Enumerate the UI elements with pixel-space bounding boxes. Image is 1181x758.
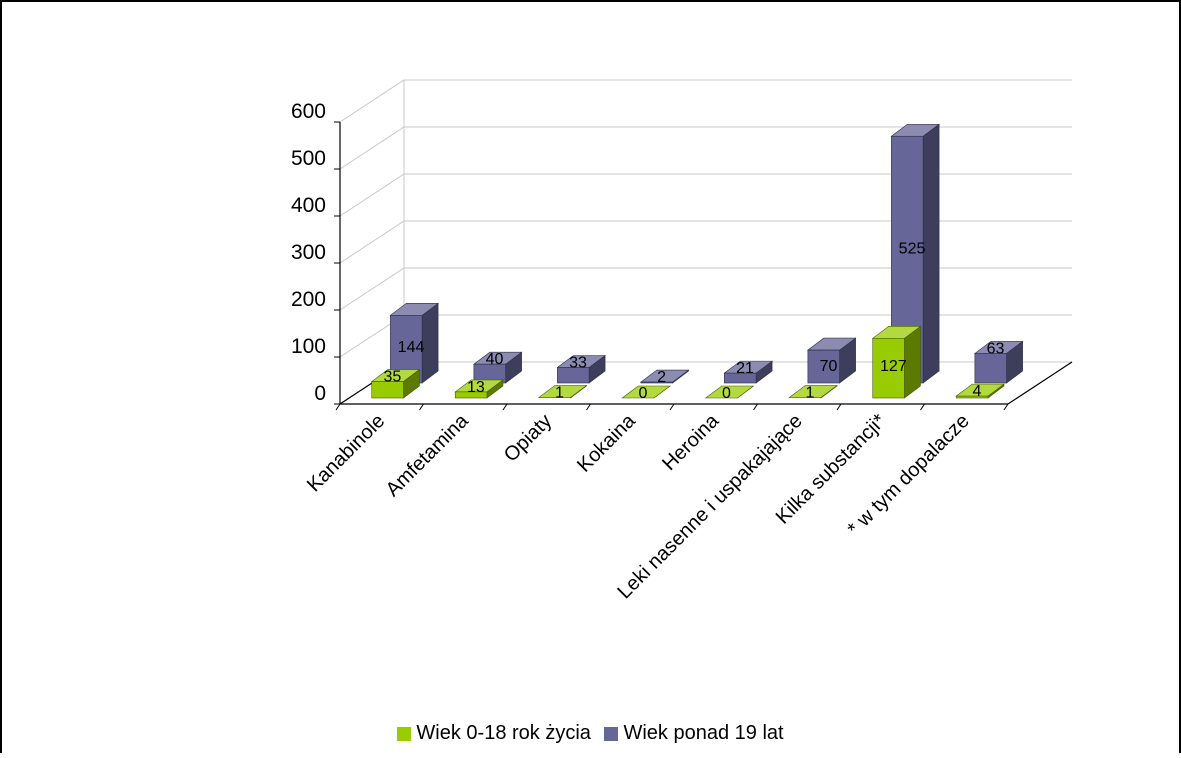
category-label: Kokaina — [573, 409, 640, 476]
bar-adult: 2 — [639, 369, 690, 386]
bar-young-top — [788, 385, 838, 398]
bar-adult: 21 — [723, 360, 773, 384]
gridline — [339, 126, 1072, 170]
data-label: 144 — [398, 339, 425, 356]
floor-right-edge — [1007, 361, 1073, 405]
data-label: 40 — [486, 351, 504, 368]
bar-young-front — [371, 381, 404, 399]
legend-swatch-young — [397, 726, 412, 741]
gridline — [339, 267, 1072, 311]
bar-young-front — [454, 391, 488, 399]
y-tick-label: 200 — [291, 288, 326, 311]
bar-adult-front — [640, 381, 673, 384]
bar-young: 0 — [621, 385, 671, 402]
gridline — [339, 79, 1072, 123]
bar-adult: 33 — [556, 354, 606, 384]
data-label: 21 — [736, 360, 754, 377]
x-tick-mark — [586, 403, 591, 411]
x-tick-mark — [502, 403, 508, 411]
data-label: 127 — [880, 358, 907, 375]
gridline — [339, 314, 1072, 358]
data-label: 4 — [972, 383, 981, 400]
bar-young: 1 — [788, 385, 838, 402]
legend-item-adult: Wiek ponad 19 lat — [604, 722, 784, 745]
legend: Wiek 0-18 rok życia Wiek ponad 19 lat — [0, 722, 1181, 747]
x-tick-mark — [335, 403, 341, 411]
bar-young: 127 — [871, 325, 922, 399]
x-tick-mark — [753, 403, 758, 411]
bar-adult: 40 — [472, 351, 523, 384]
y-tick-label: 100 — [291, 335, 326, 358]
bar-adult-side — [922, 123, 940, 384]
y-axis-ticks: 0 100 200 300 400 500 600 — [291, 100, 326, 405]
x-tick-mark — [920, 403, 925, 411]
gridline — [339, 220, 1072, 264]
data-label: 63 — [987, 340, 1005, 357]
data-label: 1 — [805, 385, 814, 402]
x-tick-mark — [836, 403, 842, 411]
data-label: 1 — [555, 385, 564, 402]
bar-young-top — [704, 385, 755, 399]
bars: 144 40 33 2 21 70 525 63 35 13 1 0 0 1 127 4 — [370, 123, 1024, 402]
bar-adult: 63 — [973, 340, 1024, 384]
y-tick-label: 600 — [291, 100, 326, 123]
bar-young: 13 — [454, 379, 504, 399]
data-label: 2 — [657, 369, 666, 386]
gridlines — [339, 79, 1072, 405]
legend-swatch-adult — [604, 726, 619, 741]
category-label: Opiaty — [500, 410, 556, 466]
bar-adult-front — [724, 372, 757, 384]
bar-adult: 70 — [806, 337, 857, 384]
bar-young: 1 — [537, 385, 588, 402]
bar-young-top — [621, 385, 671, 399]
data-label: 70 — [820, 358, 838, 375]
y-tick-label: 0 — [314, 382, 326, 405]
category-label: Heroina — [658, 409, 724, 475]
legend-label-young: Wiek 0-18 rok życia — [416, 722, 591, 744]
y-tick-label: 300 — [291, 241, 326, 264]
y-tick-label: 400 — [291, 194, 326, 217]
bar-adult-front — [974, 353, 1007, 384]
y-tick-label: 500 — [291, 147, 326, 170]
bar-young-side — [904, 325, 921, 399]
bar-young-front — [872, 338, 905, 399]
x-tick-mark — [1003, 403, 1009, 411]
category-label: Kanabinole — [303, 410, 389, 496]
bar-adult-front — [557, 367, 590, 384]
data-label: 33 — [569, 354, 587, 371]
data-label: 0 — [722, 385, 731, 402]
bar-young-front — [955, 395, 989, 399]
legend-item-young: Wiek 0-18 rok życia — [397, 722, 591, 745]
category-label: Amfetamina — [382, 409, 474, 501]
x-tick-mark — [419, 403, 424, 411]
bar-young: 35 — [370, 369, 421, 399]
data-label: 525 — [899, 240, 926, 257]
bar-adult-front — [807, 349, 840, 384]
x-tick-mark — [669, 403, 675, 411]
axes — [334, 121, 1073, 411]
gridline — [339, 173, 1072, 217]
bar-young: 4 — [955, 383, 1005, 400]
data-label: 35 — [383, 369, 401, 386]
legend-label-adult: Wiek ponad 19 lat — [623, 722, 784, 744]
bar-adult-side — [421, 302, 439, 384]
bar-young: 0 — [704, 385, 755, 402]
data-label: 13 — [467, 379, 485, 396]
data-label: 0 — [638, 385, 647, 402]
bar-young-top — [537, 385, 588, 398]
